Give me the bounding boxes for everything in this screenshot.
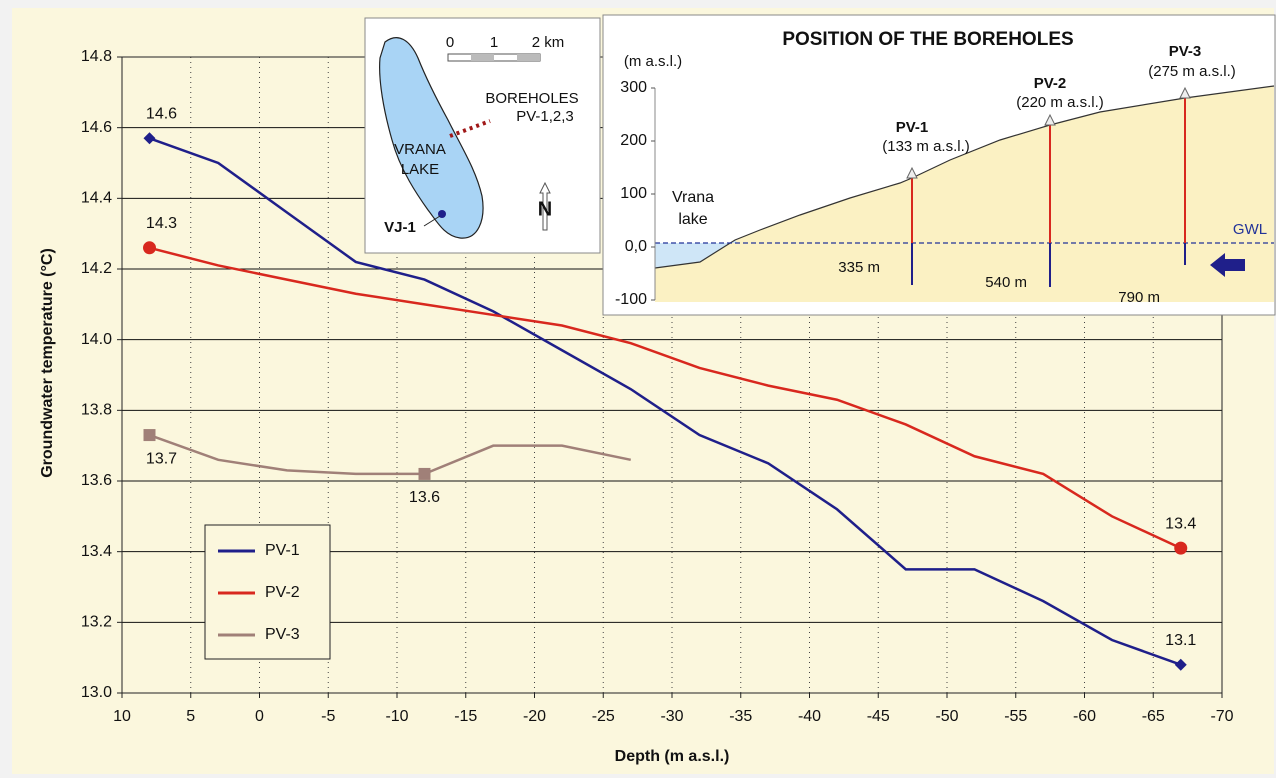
- section-y-tick-label: 200: [620, 132, 647, 149]
- x-tick-label: -50: [935, 708, 958, 725]
- x-tick-label: 0: [255, 708, 264, 725]
- y-tick-label: 14.0: [81, 331, 112, 348]
- scale-bar-segment: [517, 54, 540, 61]
- data-label: 13.6: [409, 489, 440, 506]
- lake-label: lake: [678, 211, 707, 228]
- x-tick-label: -15: [454, 708, 477, 725]
- well-label: VJ-1: [384, 219, 416, 236]
- section-y-tick-label: -100: [615, 291, 647, 308]
- borehole-name: PV-1: [896, 119, 929, 136]
- scale-label: 2 km: [532, 34, 565, 51]
- chart: 1050-5-10-15-20-25-30-35-40-45-50-55-60-…: [0, 0, 1276, 778]
- x-axis-title: Depth (m a.s.l.): [615, 748, 730, 765]
- data-label: 14.6: [146, 105, 177, 122]
- point-marker: [1174, 542, 1187, 555]
- x-tick-label: 5: [186, 708, 195, 725]
- data-label: 13.1: [1165, 632, 1196, 649]
- legend-label: PV-3: [265, 626, 300, 643]
- x-tick-label: -40: [798, 708, 821, 725]
- legend-label: PV-1: [265, 542, 300, 559]
- scale-bar-segment: [471, 54, 494, 61]
- map-inset: 0 1 2 km BOREHOLES PV-1,2,3 VRANA LAKE V…: [365, 18, 600, 253]
- x-tick-label: 10: [113, 708, 131, 725]
- y-tick-label: 13.6: [81, 472, 112, 489]
- boreholes-label: BOREHOLES: [485, 90, 578, 107]
- y-tick-label: 13.4: [81, 543, 112, 560]
- borehole-elevation: (133 m a.s.l.): [882, 138, 970, 155]
- lake-label: Vrana: [672, 189, 714, 206]
- north-label: N: [538, 198, 552, 220]
- x-tick-label: -60: [1073, 708, 1096, 725]
- borehole-name: PV-2: [1034, 75, 1067, 92]
- page: {"chart_data": {"type": "line", "x_label…: [0, 0, 1276, 778]
- legend-label: PV-2: [265, 584, 300, 601]
- x-tick-label: -25: [592, 708, 615, 725]
- y-tick-label: 13.2: [81, 614, 112, 631]
- scale-label: 0: [446, 34, 454, 51]
- y-tick-label: 14.4: [81, 190, 112, 207]
- section-inset: POSITION OF THE BOREHOLES (m a.s.l.) Vra…: [603, 15, 1275, 315]
- scale-label: 1: [490, 34, 498, 51]
- section-unit: (m a.s.l.): [624, 53, 682, 70]
- borehole-name: PV-3: [1169, 43, 1202, 60]
- borehole-elevation: (220 m a.s.l.): [1016, 94, 1104, 111]
- x-tick-label: -10: [385, 708, 408, 725]
- lake-label: LAKE: [401, 161, 439, 178]
- x-tick-label: -45: [867, 708, 890, 725]
- x-tick-label: -35: [729, 708, 752, 725]
- borehole-distance: 335 m: [838, 259, 880, 276]
- section-y-tick-label: 0,0: [625, 238, 647, 255]
- y-tick-label: 14.2: [81, 260, 112, 277]
- data-label: 13.7: [146, 450, 177, 467]
- point-marker: [144, 429, 156, 441]
- point-marker: [143, 241, 156, 254]
- boreholes-label: PV-1,2,3: [516, 108, 574, 125]
- x-tick-label: -5: [321, 708, 335, 725]
- x-tick-label: -20: [523, 708, 546, 725]
- data-label: 14.3: [146, 215, 177, 232]
- y-axis-title: Groundwater temperature (°C): [39, 248, 56, 478]
- x-tick-label: -30: [660, 708, 683, 725]
- legend: PV-1 PV-2 PV-3: [205, 525, 330, 659]
- borehole-distance: 540 m: [985, 274, 1027, 291]
- lake-label: VRANA: [394, 141, 446, 158]
- y-tick-label: 14.6: [81, 119, 112, 136]
- y-tick-label: 13.8: [81, 402, 112, 419]
- x-tick-label: -55: [1004, 708, 1027, 725]
- section-title: POSITION OF THE BOREHOLES: [782, 29, 1073, 50]
- data-label: 13.4: [1165, 515, 1196, 532]
- gwl-label: GWL: [1233, 221, 1267, 238]
- section-y-tick-label: 100: [620, 185, 647, 202]
- borehole-elevation: (275 m a.s.l.): [1148, 63, 1236, 80]
- y-tick-label: 13.0: [81, 684, 112, 701]
- x-tick-label: -70: [1210, 708, 1233, 725]
- y-tick-label: 14.8: [81, 48, 112, 65]
- borehole-distance: 790 m: [1118, 289, 1160, 306]
- x-tick-label: -65: [1142, 708, 1165, 725]
- point-marker: [419, 468, 431, 480]
- section-y-tick-label: 300: [620, 79, 647, 96]
